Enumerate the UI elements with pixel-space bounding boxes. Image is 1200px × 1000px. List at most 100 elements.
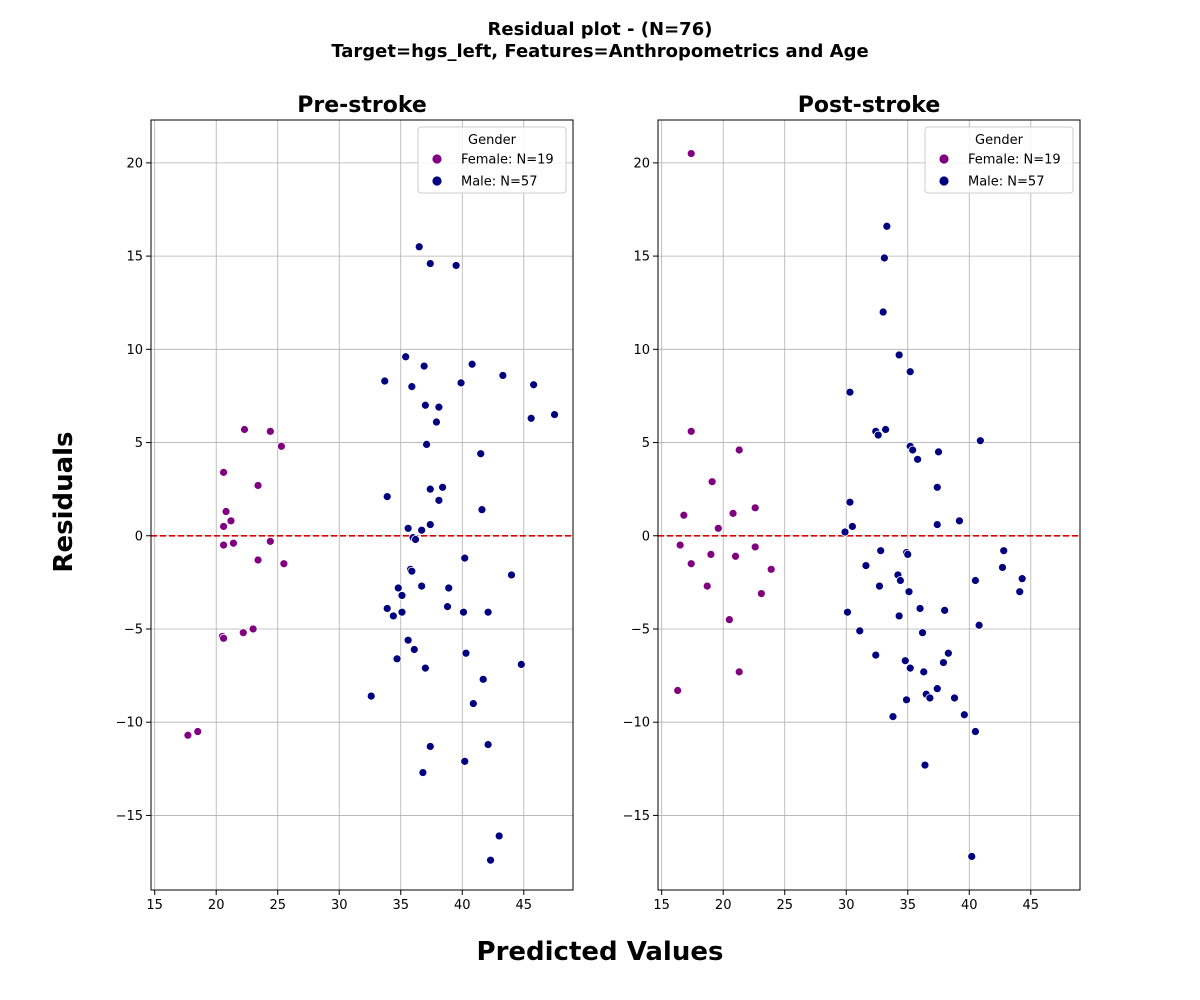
male-point xyxy=(434,495,444,505)
female-point xyxy=(240,425,249,434)
figure-ylabel: Residuals xyxy=(49,431,79,572)
male-point xyxy=(397,591,407,600)
male-point xyxy=(434,402,444,412)
female-point xyxy=(265,536,275,546)
x-tick-label: 45 xyxy=(1023,898,1040,913)
x-tick-label: 20 xyxy=(208,898,225,913)
x-tick-label: 45 xyxy=(516,898,533,913)
female-point xyxy=(728,508,738,518)
male-point xyxy=(459,607,468,617)
male-point xyxy=(955,516,964,526)
male-point xyxy=(971,727,980,736)
y-tick-label: −10 xyxy=(623,716,650,731)
female-point xyxy=(750,503,760,513)
male-point xyxy=(847,522,857,531)
male-point xyxy=(418,768,428,777)
male-point xyxy=(939,658,948,667)
male-point xyxy=(516,660,526,669)
male-point xyxy=(444,583,454,593)
male-point xyxy=(409,645,419,654)
x-tick-label: 40 xyxy=(454,898,471,913)
x-tick-label: 20 xyxy=(715,898,732,913)
male-point xyxy=(393,583,403,593)
male-point xyxy=(425,742,435,751)
female-point xyxy=(219,467,228,477)
male-point xyxy=(417,525,427,535)
male-point xyxy=(974,620,984,630)
male-point xyxy=(476,449,486,459)
male-point xyxy=(392,654,402,664)
male-point xyxy=(382,492,392,502)
male-point xyxy=(460,553,470,563)
male-point xyxy=(882,221,892,231)
male-point xyxy=(925,693,935,703)
male-point xyxy=(932,520,942,529)
male-point xyxy=(905,367,915,377)
axes-frame xyxy=(150,119,574,891)
male-point xyxy=(483,740,493,749)
male-point xyxy=(461,648,471,658)
female-point xyxy=(686,149,696,158)
legend-title: Gender xyxy=(468,133,517,148)
male-point xyxy=(915,604,925,613)
y-tick-label: −15 xyxy=(623,809,650,824)
female-point xyxy=(734,667,744,677)
male-point xyxy=(419,361,429,371)
y-tick-label: 10 xyxy=(126,343,143,358)
male-point xyxy=(881,425,891,434)
female-point xyxy=(724,615,734,625)
y-tick-label: −5 xyxy=(631,622,650,637)
male-point xyxy=(397,607,407,617)
male-point xyxy=(438,482,447,492)
male-point xyxy=(998,563,1007,572)
female-point xyxy=(265,426,275,436)
female-point xyxy=(756,589,766,598)
male-point xyxy=(900,656,910,666)
x-tick-label: 15 xyxy=(146,898,163,913)
male-point xyxy=(526,413,536,423)
female-point xyxy=(219,540,228,550)
y-tick-label: 10 xyxy=(633,343,650,358)
legend-box xyxy=(924,126,1074,194)
legend-female-label: Female: N=19 xyxy=(461,153,554,168)
y-tick-label: 5 xyxy=(642,436,650,451)
male-point xyxy=(905,663,915,673)
x-tick-label: 25 xyxy=(776,898,793,913)
male-point xyxy=(871,650,881,660)
legend-male-marker xyxy=(431,175,443,187)
male-point xyxy=(845,497,855,507)
y-tick-label: 0 xyxy=(642,529,650,544)
male-point xyxy=(486,855,495,865)
legend-female-marker xyxy=(938,153,950,165)
male-point xyxy=(407,566,417,576)
y-tick-label: 15 xyxy=(126,250,143,265)
male-point xyxy=(873,430,883,440)
male-point xyxy=(932,684,942,694)
female-point xyxy=(702,581,712,591)
female-point xyxy=(734,445,744,455)
male-point xyxy=(478,674,488,684)
male-point xyxy=(934,447,943,457)
male-point xyxy=(414,242,424,252)
male-point xyxy=(902,695,911,705)
male-point xyxy=(388,611,398,621)
male-point xyxy=(382,604,392,613)
male-point xyxy=(380,376,390,386)
female-point xyxy=(673,686,683,695)
female-point xyxy=(219,633,228,643)
female-point xyxy=(229,538,238,548)
x-tick-label: 30 xyxy=(838,898,855,913)
pre-stroke-panel: Pre-stroke 15 20 25 30 35 40 45 −15 −10 −5 0 5 10 15 20… xyxy=(116,93,574,913)
female-point xyxy=(706,550,716,559)
female-point xyxy=(731,551,740,561)
figure-xlabel: Predicted Values xyxy=(477,937,724,967)
male-point xyxy=(879,253,889,263)
female-point xyxy=(279,559,289,569)
y-tick-label: −15 xyxy=(116,809,143,824)
y-tick-label: −5 xyxy=(124,622,143,637)
male-point xyxy=(845,387,855,397)
y-tick-label: 0 xyxy=(135,529,143,544)
x-tick-label: 35 xyxy=(899,898,916,913)
male-point xyxy=(417,581,427,591)
male-point xyxy=(403,635,413,645)
